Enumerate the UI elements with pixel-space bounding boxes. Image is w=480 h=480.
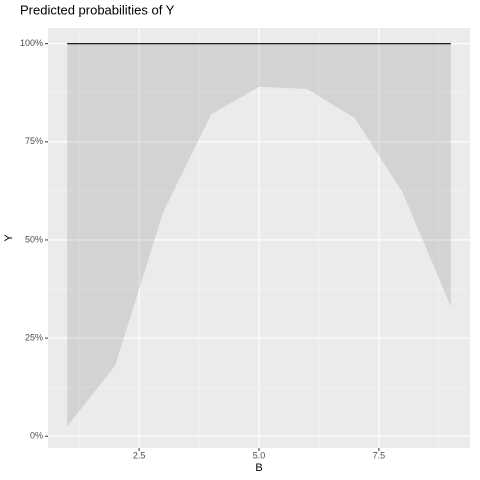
y-tick-label: 100% <box>20 38 43 48</box>
chart-title: Predicted probabilities of Y <box>20 2 175 17</box>
x-axis-label: B <box>255 462 262 474</box>
y-axis-label: Y <box>3 234 15 242</box>
y-tick-label: 50% <box>25 234 43 244</box>
y-tick-label: 75% <box>25 136 43 146</box>
confidence-ribbon <box>67 43 451 427</box>
y-tick-label: 25% <box>25 332 43 342</box>
y-tick-label: 0% <box>30 431 43 441</box>
x-tick-label: 7.5 <box>373 450 386 460</box>
x-tick-label: 5.0 <box>253 450 266 460</box>
x-tick-label: 2.5 <box>133 450 146 460</box>
